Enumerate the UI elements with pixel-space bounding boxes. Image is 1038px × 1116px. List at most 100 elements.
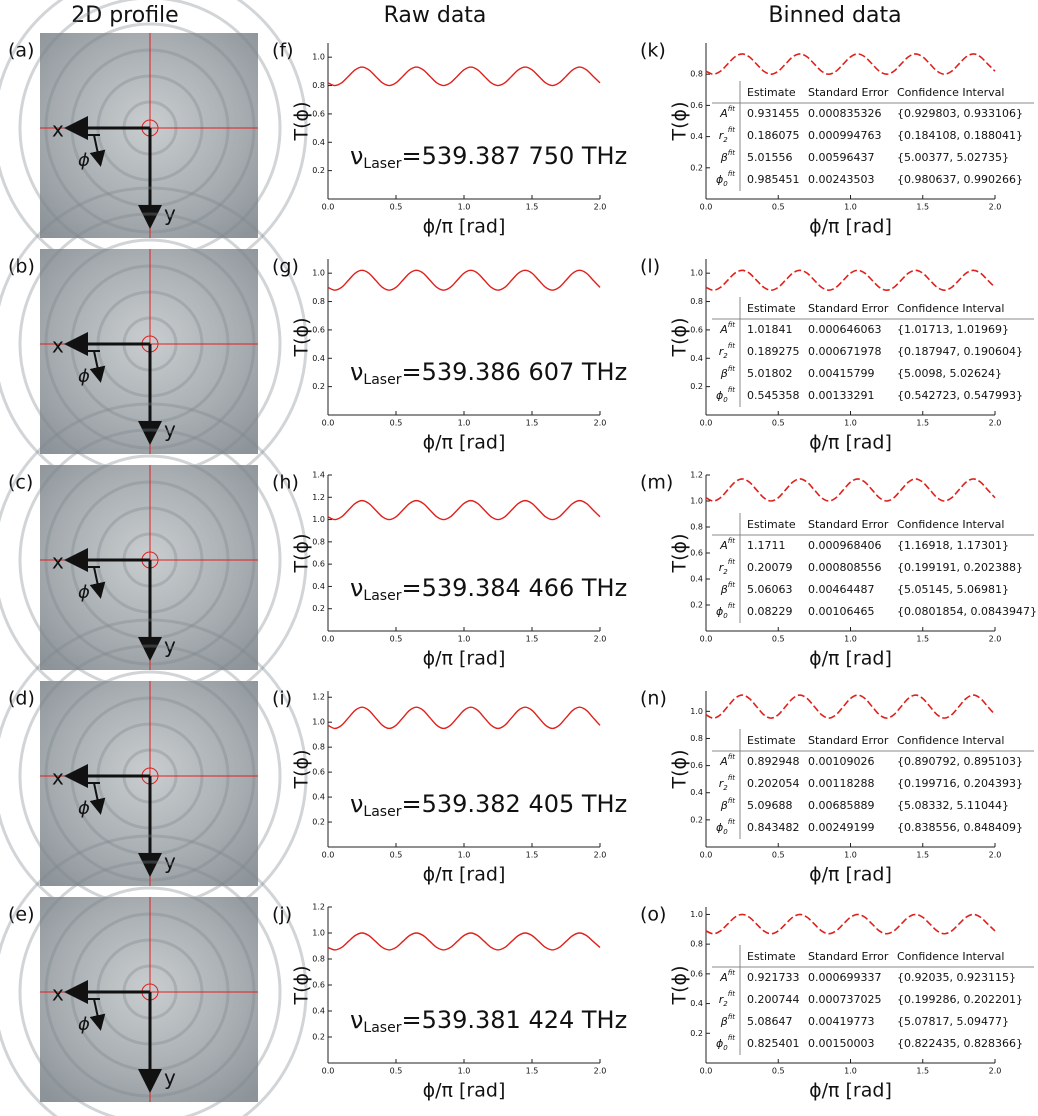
parameter: βfit xyxy=(720,149,736,164)
panel-label: (k) xyxy=(640,40,666,62)
panel-label: (g) xyxy=(272,256,299,278)
column-title: Binned data xyxy=(768,3,901,28)
symbol: ν xyxy=(350,1006,363,1034)
y-tick-label: 0.2 xyxy=(312,818,325,827)
y-tick-label: 1.0 xyxy=(690,497,703,506)
y-axis-title: T(ϕ) xyxy=(291,966,313,1006)
y-tick-label: 1.0 xyxy=(312,269,325,278)
table-cell: 0.00249199 xyxy=(808,821,874,834)
x-tick-label: 0.0 xyxy=(322,1067,335,1076)
y-axis-title: T(ϕ) xyxy=(291,318,313,358)
symbol: β xyxy=(720,151,728,164)
table-header: Confidence Interval xyxy=(897,518,1004,531)
table-cell: {0.929803, 0.933106} xyxy=(897,107,1023,120)
panel-label: (o) xyxy=(640,904,666,926)
table-cell: {5.08332, 5.11044} xyxy=(897,799,1009,812)
x-tick-label: 0.5 xyxy=(772,1067,785,1076)
x-tick-label: 1.0 xyxy=(458,1067,471,1076)
fit-curve xyxy=(705,913,996,935)
x-axis-title: ϕ/π [rad] xyxy=(809,216,892,238)
laser-frequency: νLaser=539.384 466 THz xyxy=(350,574,627,604)
table-header: Standard Error xyxy=(808,302,889,315)
table-header: Confidence Interval xyxy=(897,86,1004,99)
laser-frequency: νLaser=539.387 750 THz xyxy=(350,142,627,172)
y-tick-label: 0.6 xyxy=(690,325,703,334)
superscript: fit xyxy=(728,969,736,977)
frequency: =539.382 405 THz xyxy=(401,790,627,818)
y-tick-label: 0.2 xyxy=(690,163,703,172)
fringe xyxy=(18,860,282,1116)
table-header: Estimate xyxy=(747,518,796,531)
y-tick-label: 0.6 xyxy=(690,549,703,558)
table-cell: 0.00415799 xyxy=(808,367,874,380)
panel-label: (n) xyxy=(640,688,667,710)
table-cell: {0.542723, 0.547993} xyxy=(897,389,1023,402)
parameter: βfit xyxy=(720,1013,736,1028)
x-tick-label: 1.5 xyxy=(526,635,539,644)
table-cell: 0.20079 xyxy=(747,561,793,574)
x-tick-label: 0.0 xyxy=(700,635,713,644)
y-tick-label: 0.2 xyxy=(690,601,703,610)
fit-curve xyxy=(327,932,601,951)
y-tick-label: 0.2 xyxy=(312,166,325,175)
y-tick-label: 0.4 xyxy=(690,575,703,584)
laser-frequency: νLaser=539.381 424 THz xyxy=(350,1006,627,1036)
parameter: r2fit xyxy=(719,342,736,360)
x-axis-title: ϕ/π [rad] xyxy=(809,864,892,886)
panel-label: (b) xyxy=(8,256,35,278)
x-tick-label: 1.5 xyxy=(916,635,929,644)
x-tick-label: 0.0 xyxy=(322,419,335,428)
superscript: fit xyxy=(728,818,736,826)
y-axis-label: y xyxy=(164,634,176,658)
table-cell: 0.00133291 xyxy=(808,389,874,402)
table-header: Estimate xyxy=(747,734,796,747)
column-title: Raw data xyxy=(384,3,487,28)
y-tick-label: 1.0 xyxy=(312,929,325,938)
y-tick-label: 0.4 xyxy=(312,793,325,802)
y-tick-label: 0.8 xyxy=(312,81,325,90)
y-tick-label: 1.0 xyxy=(312,53,325,62)
table-cell: {0.199286, 0.202201} xyxy=(897,993,1023,1006)
symbol: r xyxy=(719,993,725,1006)
phi-arrow xyxy=(89,134,106,167)
x-axis-title: ϕ/π [rad] xyxy=(423,648,506,670)
fit-curve xyxy=(327,499,601,521)
table-cell: 0.000808556 xyxy=(808,561,881,574)
parameter: r2fit xyxy=(719,558,736,576)
table-cell: 0.825401 xyxy=(747,1037,800,1050)
y-tick-label: 0.8 xyxy=(312,743,325,752)
x-tick-label: 0.0 xyxy=(322,203,335,212)
phi-arrow xyxy=(89,782,106,815)
x-tick-label: 0.0 xyxy=(700,851,713,860)
subscript: 2 xyxy=(723,352,728,360)
symbol: A xyxy=(719,107,728,120)
table-header: Estimate xyxy=(747,86,796,99)
x-tick-label: 2.0 xyxy=(594,1067,607,1076)
subscript: 0 xyxy=(723,828,728,836)
superscript: fit xyxy=(728,105,736,113)
table-cell: 0.00150003 xyxy=(808,1037,874,1050)
superscript: fit xyxy=(728,126,736,134)
x-tick-label: 0.0 xyxy=(700,1067,713,1076)
y-tick-label: 0.8 xyxy=(690,297,703,306)
superscript: fit xyxy=(728,365,736,373)
x-tick-label: 2.0 xyxy=(594,851,607,860)
frequency: =539.387 750 THz xyxy=(401,142,627,170)
x-tick-label: 1.5 xyxy=(916,419,929,428)
table-cell: {0.838556, 0.848409} xyxy=(897,821,1023,834)
frequency: =539.386 607 THz xyxy=(401,358,627,386)
table-cell: 0.892948 xyxy=(747,755,800,768)
y-tick-label: 0.4 xyxy=(312,582,325,591)
parameter: r2fit xyxy=(719,990,736,1008)
table-header: Estimate xyxy=(747,302,796,315)
table-header: Standard Error xyxy=(808,734,889,747)
x-tick-label: 2.0 xyxy=(989,851,1002,860)
table-cell: {0.187947, 0.190604} xyxy=(897,345,1023,358)
parameter: Afit xyxy=(719,321,735,336)
panel-label: (a) xyxy=(8,40,34,62)
table-cell: 1.01841 xyxy=(747,323,793,336)
fit-curve xyxy=(705,269,996,292)
y-tick-label: 0.6 xyxy=(312,560,325,569)
parameter: βfit xyxy=(720,581,736,596)
